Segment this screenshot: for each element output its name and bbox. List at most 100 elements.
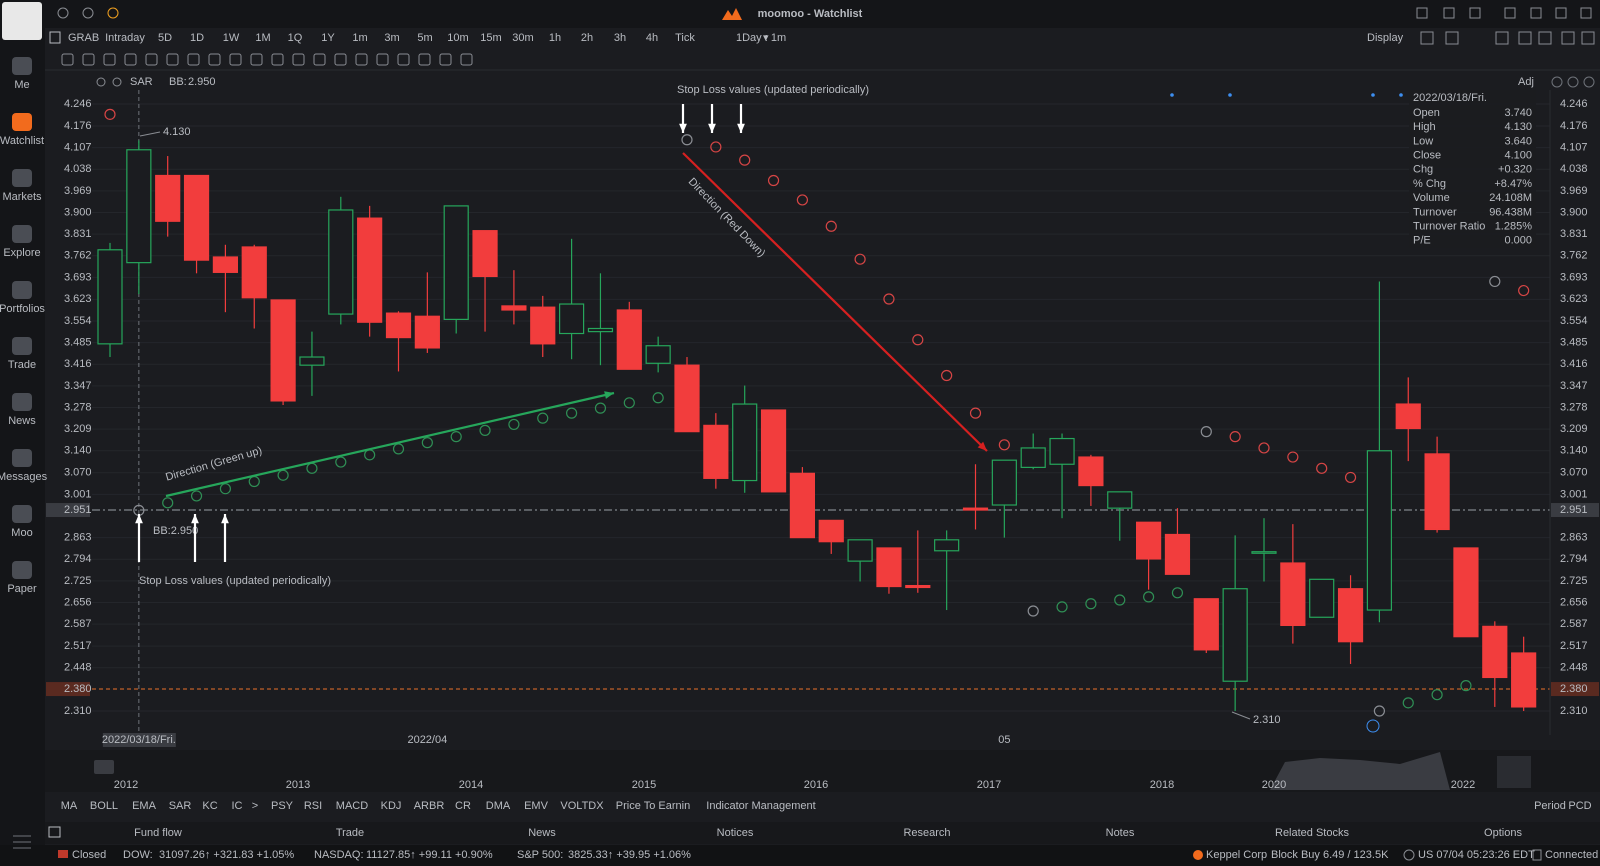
indicator-tab[interactable]: DMA <box>486 800 511 812</box>
titlebar-icon[interactable] <box>107 7 119 19</box>
chart-control[interactable] <box>1567 76 1579 88</box>
period-tab[interactable]: 1Q <box>288 32 303 44</box>
sidebar-label[interactable]: Watchlist <box>0 135 44 147</box>
sidebar-label[interactable]: Me <box>14 79 29 91</box>
display-menu[interactable]: Display <box>1367 32 1404 44</box>
indicator-tab[interactable]: PSY <box>271 800 294 812</box>
drawing-tool[interactable] <box>355 53 368 66</box>
drawing-tool[interactable] <box>250 53 263 66</box>
sidebar-icon[interactable] <box>12 393 32 411</box>
period-tab[interactable]: Tick <box>675 32 695 44</box>
period-tab[interactable]: 2h <box>581 32 593 44</box>
titlebar-icon[interactable] <box>57 7 69 19</box>
drawing-tool[interactable] <box>334 53 347 66</box>
window-control[interactable] <box>1416 7 1428 19</box>
menu-icon[interactable] <box>13 835 31 849</box>
bottom-tab[interactable]: Notes <box>1106 827 1135 839</box>
period-tab[interactable]: 5m <box>417 32 432 44</box>
period-tab[interactable]: Intraday <box>105 32 145 44</box>
indicator-tab[interactable]: EMV <box>524 800 549 812</box>
sidebar-label[interactable]: Paper <box>7 583 37 595</box>
bottom-tab[interactable]: Trade <box>336 827 364 839</box>
sidebar-label[interactable]: Markets <box>2 191 42 203</box>
indicator-tab[interactable]: IC <box>232 800 243 812</box>
indicator-tab[interactable]: RSI <box>304 800 322 812</box>
indicator-tab[interactable]: MA <box>61 800 78 812</box>
indicator-close[interactable] <box>112 77 122 87</box>
sidebar-label[interactable]: Trade <box>8 359 36 371</box>
period-tab[interactable]: 15m <box>480 32 501 44</box>
sidebar-label[interactable]: Moo <box>11 527 32 539</box>
toolbar-icon[interactable] <box>1420 31 1434 45</box>
indicator-tab[interactable]: BOLL <box>90 800 118 812</box>
bottom-tab[interactable]: News <box>528 827 556 839</box>
sidebar-label[interactable]: Portfolios <box>0 303 45 315</box>
drawing-tool[interactable] <box>145 53 158 66</box>
sidebar-icon[interactable] <box>12 281 32 299</box>
window-control[interactable] <box>1580 7 1592 19</box>
drawing-tool[interactable] <box>292 53 305 66</box>
window-control[interactable] <box>1443 7 1455 19</box>
drawing-tool[interactable] <box>229 53 242 66</box>
event-badge[interactable] <box>1366 719 1380 733</box>
drawing-tool[interactable] <box>187 53 200 66</box>
period-tab[interactable]: 1M <box>255 32 270 44</box>
overview-nav[interactable] <box>1497 756 1531 788</box>
period-tab[interactable]: 10m <box>447 32 468 44</box>
indicator-tab[interactable]: EMA <box>132 800 157 812</box>
titlebar-icon[interactable] <box>82 7 94 19</box>
drawing-tool[interactable] <box>61 53 74 66</box>
indicator-tab[interactable]: CR <box>455 800 471 812</box>
news-text[interactable]: Block Buy 6.49 / 123.5K <box>1271 849 1389 861</box>
toolbar-icon[interactable] <box>1495 31 1509 45</box>
window-control[interactable] <box>1530 7 1542 19</box>
panel-toggle[interactable] <box>49 31 61 44</box>
pcd-toggle[interactable]: PCD <box>1568 800 1591 812</box>
sidebar-icon[interactable] <box>12 449 32 467</box>
drawing-tool[interactable] <box>439 53 452 66</box>
toolbar-icon[interactable] <box>1538 31 1552 45</box>
indicator-icon[interactable] <box>96 77 106 87</box>
drawing-tool[interactable] <box>208 53 221 66</box>
bottom-tab[interactable]: Fund flow <box>134 827 182 839</box>
drawing-tool[interactable] <box>460 53 473 66</box>
drawing-tool[interactable] <box>397 53 410 66</box>
period-tab[interactable]: 1D <box>190 32 204 44</box>
drawing-tool[interactable] <box>103 53 116 66</box>
sidebar-label[interactable]: Messages <box>0 471 48 483</box>
sidebar-icon[interactable] <box>12 505 32 523</box>
period-tab[interactable]: 30m <box>512 32 533 44</box>
toolbar-icon[interactable] <box>1581 31 1595 45</box>
window-control[interactable] <box>1555 7 1567 19</box>
drawing-tool[interactable] <box>376 53 389 66</box>
period-tab[interactable]: 4h <box>646 32 658 44</box>
indicator-tab[interactable]: Price To Earnin <box>616 800 690 812</box>
bottom-tab[interactable]: Options <box>1484 827 1522 839</box>
bottom-tab[interactable]: Related Stocks <box>1275 827 1349 839</box>
drawing-tool[interactable] <box>271 53 284 66</box>
drawing-tool[interactable] <box>124 53 137 66</box>
sidebar-icon[interactable] <box>12 57 32 75</box>
chart-control[interactable] <box>1551 76 1563 88</box>
sidebar-icon[interactable] <box>12 169 32 187</box>
chart-control[interactable] <box>1583 76 1595 88</box>
indicator-tab[interactable]: > <box>252 800 258 812</box>
toolbar-icon[interactable] <box>1518 31 1532 45</box>
toolbar-icon[interactable] <box>1445 31 1459 45</box>
toolbar-icon[interactable] <box>1561 31 1575 45</box>
indicator-manage[interactable]: Indicator Management <box>706 800 815 812</box>
indicator-tab[interactable]: VOLTDX <box>560 800 604 812</box>
indicator-tab[interactable]: KC <box>202 800 217 812</box>
indicator-tab[interactable]: ARBR <box>414 800 445 812</box>
period-tab[interactable]: 1Y <box>321 32 335 44</box>
drawing-tool[interactable] <box>166 53 179 66</box>
drawing-tool[interactable] <box>418 53 431 66</box>
period-tab[interactable]: 3h <box>614 32 626 44</box>
drawing-tool[interactable] <box>82 53 95 66</box>
overview-handle[interactable] <box>94 760 114 774</box>
period-toggle[interactable]: Period <box>1534 800 1566 812</box>
bottom-tab[interactable]: Notices <box>717 827 754 839</box>
drawing-tool[interactable] <box>313 53 326 66</box>
period-tab[interactable]: 5D <box>158 32 172 44</box>
sidebar-icon[interactable] <box>12 113 32 131</box>
